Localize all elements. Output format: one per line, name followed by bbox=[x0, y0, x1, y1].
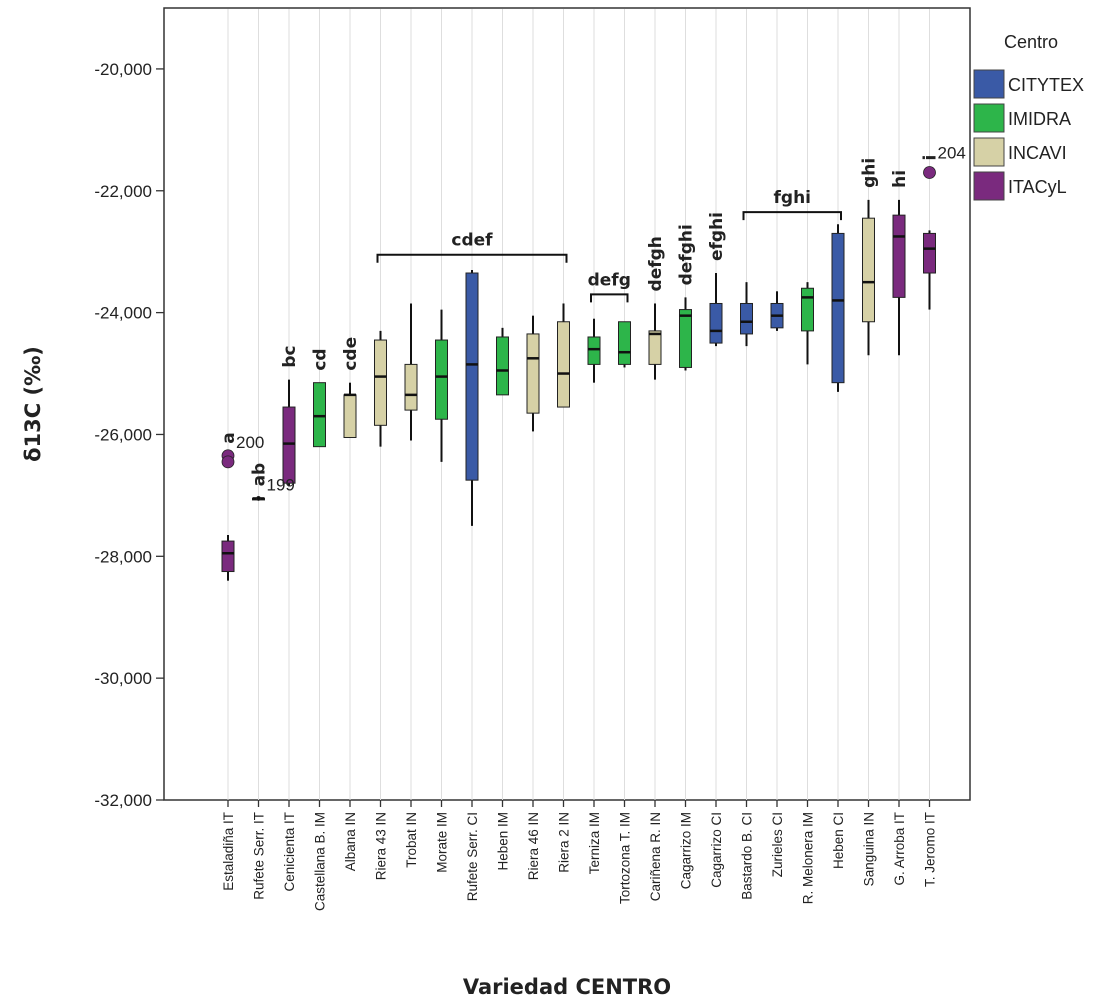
y-tick-label: -28,000 bbox=[94, 547, 152, 566]
y-axis: -20,000 -22,000 -24,000 -26,000 -28,000 -30,0… bbox=[94, 60, 164, 810]
legend-label: INCAVI bbox=[1008, 143, 1067, 163]
significance-letter: defgh bbox=[646, 236, 666, 291]
y-tick-label: -22,000 bbox=[94, 182, 152, 201]
annotations: 200 199 204 a ab bc cd cde defgh defghi efghi ghi hi… bbox=[219, 143, 966, 501]
x-tick-label: Estaladiña IT bbox=[221, 812, 236, 891]
y-tick-label: -30,000 bbox=[94, 669, 152, 688]
box bbox=[648, 330, 662, 365]
x-tick-label: Morate IM bbox=[435, 812, 450, 873]
box bbox=[740, 302, 753, 335]
box bbox=[496, 336, 509, 396]
outlier-point bbox=[221, 455, 235, 469]
x-tick-label: Rufete Serr. IT bbox=[252, 812, 267, 900]
box-series bbox=[221, 199, 936, 581]
legend-title: Centro bbox=[1004, 32, 1058, 52]
significance-bracket bbox=[742, 211, 842, 221]
x-tick-label: Riera 43 IN bbox=[374, 812, 389, 880]
box bbox=[282, 406, 296, 484]
significance-bracket bbox=[376, 253, 568, 263]
box bbox=[679, 309, 692, 368]
x-tick-label: Tortozona T. IM bbox=[618, 812, 633, 904]
box bbox=[343, 394, 357, 439]
significance-letter: hi bbox=[890, 170, 910, 188]
significance-letter: cd bbox=[311, 348, 331, 370]
legend-swatch bbox=[973, 171, 1005, 201]
y-axis-title: δ13C (‰) bbox=[21, 346, 45, 462]
x-tick-label: Terniza IM bbox=[587, 812, 602, 874]
y-tick-label: -20,000 bbox=[94, 60, 152, 79]
significance-letter: bc bbox=[280, 345, 300, 367]
y-tick-label: -24,000 bbox=[94, 304, 152, 323]
significance-letter: i bbox=[921, 155, 941, 161]
x-tick-label: R. Melonera IM bbox=[801, 812, 816, 904]
box bbox=[709, 302, 723, 344]
x-tick-label: T. Jeromo IT bbox=[923, 812, 938, 887]
significance-letter: a bbox=[219, 432, 239, 443]
x-tick-label: Riera 46 IN bbox=[526, 812, 541, 880]
box bbox=[465, 272, 479, 481]
x-tick-label: Sanguina IN bbox=[862, 812, 877, 886]
legend-swatch bbox=[973, 69, 1005, 99]
x-tick-label: Heben IM bbox=[496, 812, 511, 871]
box bbox=[557, 321, 570, 408]
x-tick-label: Bastardo B. CI bbox=[740, 812, 755, 900]
legend-label: ITACyL bbox=[1008, 177, 1067, 197]
outlier-label: 199 bbox=[267, 475, 295, 494]
bracket-label: fghi bbox=[774, 188, 812, 208]
significance-letter: efghi bbox=[707, 212, 727, 261]
x-axis-title: Variedad CENTRO bbox=[463, 975, 671, 999]
legend-swatch bbox=[973, 103, 1005, 133]
box bbox=[435, 339, 448, 420]
x-tick-label: G. Arroba IT bbox=[892, 812, 907, 886]
bracket-label: cdef bbox=[451, 231, 493, 251]
grid-lines bbox=[227, 9, 930, 800]
x-tick-label: Cenicienta IT bbox=[282, 812, 297, 892]
x-tick-label: Cagarrizo CI bbox=[709, 812, 724, 888]
box bbox=[221, 540, 235, 573]
x-tick-label: Heben CI bbox=[831, 812, 846, 869]
significance-letter: cde bbox=[341, 337, 361, 371]
x-tick-label: Trobat IN bbox=[404, 812, 419, 868]
legend-label: IMIDRA bbox=[1008, 109, 1071, 129]
x-tick-label: Castellana B. IM bbox=[313, 812, 328, 911]
x-tick-label: Riera 2 IN bbox=[557, 812, 572, 873]
significance-letter: ab bbox=[250, 463, 270, 487]
outlier-point bbox=[923, 166, 936, 179]
outlier-label: 200 bbox=[236, 433, 264, 452]
box bbox=[313, 382, 326, 448]
x-tick-label: Cagarrizo IM bbox=[679, 812, 694, 889]
box bbox=[923, 232, 936, 274]
box bbox=[618, 321, 631, 365]
x-tick-label: Albana IN bbox=[343, 812, 358, 871]
legend-swatch bbox=[973, 137, 1005, 167]
box bbox=[526, 333, 540, 414]
significance-letter: defghi bbox=[677, 224, 697, 285]
significance-bracket bbox=[590, 293, 629, 303]
box bbox=[801, 287, 814, 332]
box bbox=[831, 232, 845, 384]
box bbox=[587, 336, 601, 365]
x-tick-label: Zurieles CI bbox=[770, 812, 785, 877]
legend: Centro CITYTEX IMIDRA INCAVI ITACyL bbox=[973, 32, 1084, 201]
y-tick-label: -32,000 bbox=[94, 791, 152, 810]
significance-letter: ghi bbox=[860, 158, 880, 188]
bracket-label: defg bbox=[588, 270, 631, 290]
x-tick-label: Cariñena R. IN bbox=[648, 812, 663, 901]
box bbox=[892, 214, 906, 298]
box bbox=[374, 339, 387, 426]
box bbox=[404, 363, 418, 411]
legend-label: CITYTEX bbox=[1008, 75, 1084, 95]
y-tick-label: -26,000 bbox=[94, 425, 152, 444]
x-tick-label: Rufete Serr. CI bbox=[465, 812, 480, 901]
outlier-label: 204 bbox=[938, 143, 966, 162]
x-axis: Estaladiña IT Rufete Serr. IT Cenicienta I… bbox=[221, 800, 938, 911]
box bbox=[862, 217, 875, 323]
outlier-point bbox=[256, 496, 261, 501]
